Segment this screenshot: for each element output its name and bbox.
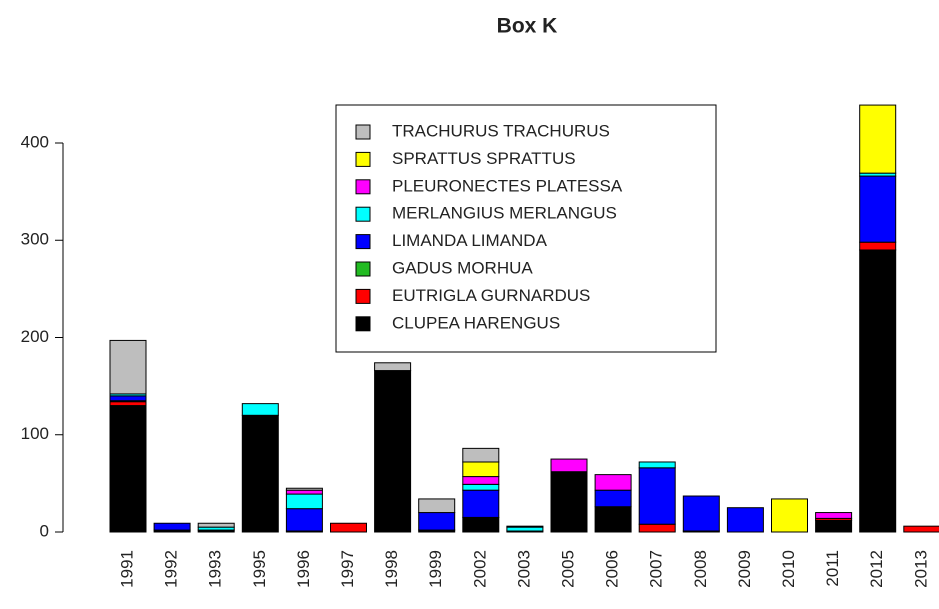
bar-segment — [682, 495, 720, 532]
x-tick-label: 1991 — [117, 550, 136, 588]
x-tick-label: 1992 — [162, 550, 181, 588]
bar-segment — [771, 498, 808, 533]
x-tick-label: 1993 — [206, 550, 225, 588]
x-tick-label: 2012 — [867, 550, 886, 588]
x-tick-label: 2006 — [603, 550, 622, 588]
bar-segment — [374, 370, 412, 533]
x-tick-label: 1997 — [338, 550, 357, 588]
x-tick-label: 1995 — [250, 550, 269, 588]
bar-segment — [462, 447, 500, 463]
legend-label: PLEURONECTES PLATESSA — [392, 176, 623, 195]
y-tick-label: 0 — [40, 521, 49, 540]
bar-segment — [550, 471, 588, 533]
bar-segment — [418, 498, 456, 514]
y-tick-label: 400 — [21, 132, 49, 151]
bar-segment — [638, 523, 676, 533]
bar-segment — [109, 395, 147, 402]
legend-swatch — [355, 206, 371, 222]
bar-segment — [330, 522, 367, 533]
bar-segment — [506, 525, 544, 528]
bar-segment — [153, 522, 191, 531]
legend — [335, 104, 717, 353]
x-tick-label: 2010 — [779, 550, 798, 588]
x-tick-label: 2011 — [823, 550, 842, 587]
bar-segment — [374, 362, 412, 372]
legend-swatch — [355, 151, 371, 167]
x-tick-label: 1998 — [382, 550, 401, 588]
legend-label: LIMANDA LIMANDA — [392, 231, 548, 250]
bar-segment — [815, 512, 853, 519]
bar-segment — [550, 458, 588, 473]
bar-segment — [285, 508, 323, 532]
legend-label: MERLANGIUS MERLANGUS — [392, 204, 617, 223]
bar-segment — [418, 512, 456, 531]
bar-segment — [638, 467, 676, 525]
bar-segment — [285, 489, 323, 495]
x-tick-label: 2008 — [691, 550, 710, 588]
legend-swatch — [355, 234, 371, 250]
legend-label: TRACHURUS TRACHURUS — [392, 121, 610, 140]
bar-segment — [859, 104, 897, 174]
bar-segment — [462, 489, 500, 518]
legend-swatch — [355, 261, 371, 277]
y-tick-label: 300 — [21, 230, 49, 249]
bar-segment — [594, 506, 632, 533]
bar-segment — [859, 241, 897, 251]
legend-label: GADUS MORHUA — [392, 258, 533, 277]
x-tick-label: 1999 — [426, 550, 445, 588]
bar-segment — [109, 401, 147, 407]
chart-title: Box K — [497, 15, 558, 38]
bar-segment — [462, 476, 500, 485]
bar-segment — [859, 249, 897, 533]
x-tick-label: 2002 — [470, 550, 489, 588]
x-tick-label: 2013 — [911, 550, 930, 588]
legend-label: EUTRIGLA GURNARDUS — [392, 286, 590, 305]
bar-segment — [462, 483, 500, 491]
y-tick-label: 200 — [21, 327, 49, 346]
bar-segment — [594, 474, 632, 491]
bar-segment — [638, 461, 676, 469]
bar-segment — [903, 525, 939, 533]
legend-label: CLUPEA HARENGUS — [392, 313, 560, 332]
x-tick-label: 2007 — [647, 550, 666, 588]
bar-segment — [594, 489, 632, 508]
bar-segment — [815, 519, 853, 533]
x-tick-label: 2003 — [514, 550, 533, 588]
x-tick-label: 2005 — [558, 550, 577, 588]
legend-label: SPRATTUS SPRATTUS — [392, 149, 576, 168]
bar-segment — [462, 516, 500, 533]
bar-segment — [197, 522, 235, 528]
bar-segment — [109, 339, 147, 395]
legend-swatch — [355, 316, 371, 332]
bar-segment — [241, 414, 279, 533]
bar-segment — [462, 461, 500, 478]
y-tick-label: 100 — [21, 424, 49, 443]
bar-segment — [109, 405, 147, 533]
legend-swatch — [355, 179, 371, 195]
legend-swatch — [355, 124, 371, 140]
x-tick-label: 2009 — [735, 550, 754, 588]
bar-segment — [859, 175, 897, 243]
legend-swatch — [355, 288, 371, 304]
bar-segment — [726, 507, 764, 533]
x-tick-label: 1996 — [294, 550, 313, 588]
bar-segment — [241, 403, 279, 416]
bar-segment — [506, 526, 544, 532]
bar-segment — [285, 493, 323, 510]
bar-segment — [285, 487, 323, 491]
